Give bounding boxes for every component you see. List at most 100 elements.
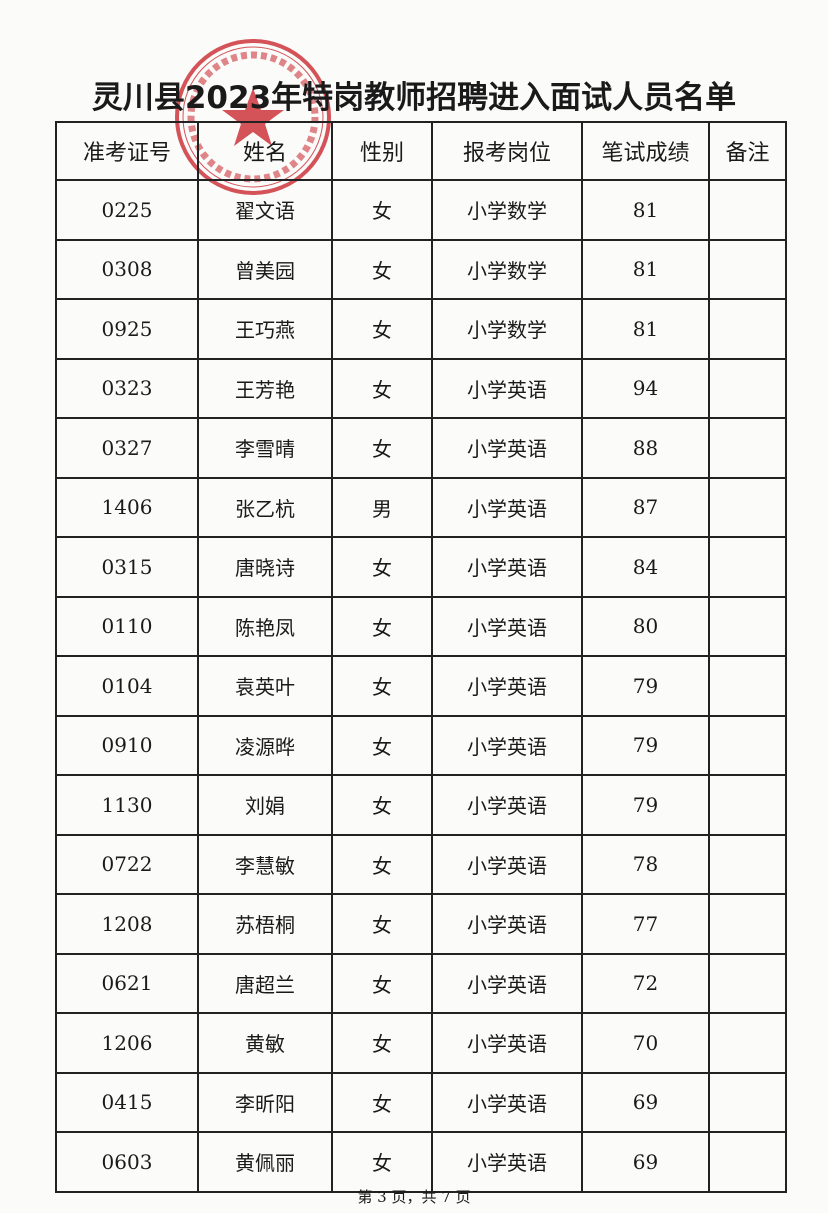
cell-position: 小学英语 xyxy=(431,357,583,419)
cell-gender: 女 xyxy=(331,298,433,360)
cell-position: 小学英语 xyxy=(431,1131,583,1193)
cell-score: 94 xyxy=(581,357,710,419)
cell-score: 80 xyxy=(581,595,710,657)
cell-name: 唐晓诗 xyxy=(197,536,333,598)
cell-position: 小学英语 xyxy=(431,595,583,657)
table-row: 0910 凌源晔女小学英语 79 xyxy=(55,714,787,776)
cell-exam-id: 1206 xyxy=(55,1012,199,1074)
cell-score: 70 xyxy=(581,1012,710,1074)
cell-exam-id: 0910 xyxy=(55,714,199,776)
cell-position: 小学英语 xyxy=(431,714,583,776)
cell-remarks xyxy=(708,298,787,360)
cell-score: 69 xyxy=(581,1131,710,1193)
table-row: 0621 唐超兰女小学英语 72 xyxy=(55,952,787,1014)
table-row: 0323 王芳艳女小学英语 94 xyxy=(55,357,787,419)
cell-score: 81 xyxy=(581,238,710,300)
cell-name: 陈艳凤 xyxy=(197,595,333,657)
table-row: 0415 李昕阳女小学英语 69 xyxy=(55,1071,787,1133)
page-number: 第 3 页，共 7 页 xyxy=(357,1188,471,1206)
cell-remarks xyxy=(708,238,787,300)
cell-score: 79 xyxy=(581,714,710,776)
cell-gender: 女 xyxy=(331,893,433,955)
cell-position: 小学英语 xyxy=(431,1071,583,1133)
cell-position: 小学数学 xyxy=(431,179,583,241)
cell-remarks xyxy=(708,833,787,895)
cell-name: 翟文语 xyxy=(197,179,333,241)
column-header-position: 报考岗位 xyxy=(431,121,583,181)
cell-name: 苏梧桐 xyxy=(197,893,333,955)
cell-exam-id: 1208 xyxy=(55,893,199,955)
cell-remarks xyxy=(708,417,787,479)
cell-position: 小学英语 xyxy=(431,536,583,598)
cell-gender: 女 xyxy=(331,774,433,836)
cell-remarks xyxy=(708,893,787,955)
cell-remarks xyxy=(708,714,787,776)
cell-exam-id: 0110 xyxy=(55,595,199,657)
cell-position: 小学英语 xyxy=(431,476,583,538)
cell-gender: 女 xyxy=(331,655,433,717)
cell-exam-id: 0308 xyxy=(55,238,199,300)
cell-gender: 女 xyxy=(331,179,433,241)
cell-gender: 女 xyxy=(331,417,433,479)
cell-remarks xyxy=(708,774,787,836)
cell-score: 77 xyxy=(581,893,710,955)
cell-name: 李慧敏 xyxy=(197,833,333,895)
column-header-exam-id: 准考证号 xyxy=(55,121,199,181)
cell-name: 袁英叶 xyxy=(197,655,333,717)
table-row: 0104 袁英叶女小学英语 79 xyxy=(55,655,787,717)
table-row: 1406 张乙杭男小学英语 87 xyxy=(55,476,787,538)
cell-gender: 女 xyxy=(331,536,433,598)
cell-gender: 女 xyxy=(331,1012,433,1074)
table-row: 1206 黄敏女小学英语 70 xyxy=(55,1012,787,1074)
candidate-table: 准考证号 姓名 性别 报考岗位 笔试成绩 备注 0225 翟文语女小学数学 81 0308 曾美园… xyxy=(55,121,787,1193)
cell-position: 小学英语 xyxy=(431,1012,583,1074)
column-header-remarks: 备注 xyxy=(708,121,787,181)
cell-exam-id: 0925 xyxy=(55,298,199,360)
cell-gender: 女 xyxy=(331,1131,433,1193)
cell-remarks xyxy=(708,595,787,657)
cell-position: 小学数学 xyxy=(431,298,583,360)
cell-remarks xyxy=(708,1131,787,1193)
cell-score: 79 xyxy=(581,774,710,836)
cell-position: 小学英语 xyxy=(431,774,583,836)
table-row: 1208 苏梧桐女小学英语 77 xyxy=(55,893,787,955)
cell-gender: 女 xyxy=(331,952,433,1014)
cell-position: 小学英语 xyxy=(431,952,583,1014)
cell-name: 王巧燕 xyxy=(197,298,333,360)
cell-name: 凌源晔 xyxy=(197,714,333,776)
cell-position: 小学数学 xyxy=(431,238,583,300)
cell-exam-id: 0315 xyxy=(55,536,199,598)
table-row: 0722 李慧敏女小学英语 78 xyxy=(55,833,787,895)
cell-name: 张乙杭 xyxy=(197,476,333,538)
cell-exam-id: 0225 xyxy=(55,179,199,241)
cell-name: 李雪晴 xyxy=(197,417,333,479)
cell-remarks xyxy=(708,476,787,538)
cell-score: 79 xyxy=(581,655,710,717)
cell-exam-id: 0104 xyxy=(55,655,199,717)
cell-gender: 女 xyxy=(331,714,433,776)
cell-gender: 女 xyxy=(331,357,433,419)
table-header-row: 准考证号 姓名 性别 报考岗位 笔试成绩 备注 xyxy=(55,121,787,181)
table-row: 0327 李雪晴女小学英语 88 xyxy=(55,417,787,479)
table-row: 1130 刘娟女小学英语 79 xyxy=(55,774,787,836)
cell-score: 72 xyxy=(581,952,710,1014)
cell-exam-id: 1130 xyxy=(55,774,199,836)
table-row: 0110 陈艳凤女小学英语 80 xyxy=(55,595,787,657)
cell-remarks xyxy=(708,1012,787,1074)
cell-gender: 女 xyxy=(331,238,433,300)
cell-exam-id: 0722 xyxy=(55,833,199,895)
cell-remarks xyxy=(708,357,787,419)
cell-score: 69 xyxy=(581,1071,710,1133)
cell-position: 小学英语 xyxy=(431,833,583,895)
table-row: 0225 翟文语女小学数学 81 xyxy=(55,179,787,241)
cell-name: 王芳艳 xyxy=(197,357,333,419)
column-header-gender: 性别 xyxy=(331,121,433,181)
cell-exam-id: 0603 xyxy=(55,1131,199,1193)
cell-exam-id: 0323 xyxy=(55,357,199,419)
cell-gender: 男 xyxy=(331,476,433,538)
cell-score: 78 xyxy=(581,833,710,895)
cell-gender: 女 xyxy=(331,595,433,657)
cell-exam-id: 0621 xyxy=(55,952,199,1014)
cell-exam-id: 0415 xyxy=(55,1071,199,1133)
column-header-name: 姓名 xyxy=(197,121,333,181)
